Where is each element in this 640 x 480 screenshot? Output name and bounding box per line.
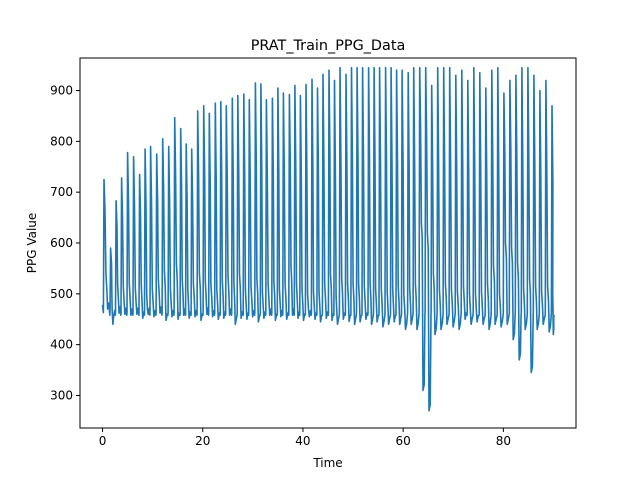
x-axis-label: Time xyxy=(312,456,342,470)
x-tick-label: 80 xyxy=(496,434,511,448)
y-axis: 300 400 500 600 700 800 900 xyxy=(50,84,80,402)
y-axis-label: PPG Value xyxy=(25,213,39,274)
x-tick-label: 20 xyxy=(195,434,210,448)
x-tick-label: 60 xyxy=(396,434,411,448)
ppg-signal-line xyxy=(101,66,556,412)
plot-area xyxy=(101,66,556,412)
chart-title: PRAT_Train_PPG_Data xyxy=(251,38,406,54)
x-axis: 0 20 40 60 80 xyxy=(99,428,511,448)
y-tick-label: 400 xyxy=(50,338,73,352)
y-tick-label: 600 xyxy=(50,236,73,250)
x-tick-label: 40 xyxy=(295,434,310,448)
y-tick-label: 300 xyxy=(50,388,73,402)
y-tick-label: 700 xyxy=(50,185,73,199)
x-tick-label: 0 xyxy=(99,434,107,448)
y-tick-label: 800 xyxy=(50,134,73,148)
y-tick-label: 500 xyxy=(50,287,73,301)
y-tick-label: 900 xyxy=(50,84,73,98)
